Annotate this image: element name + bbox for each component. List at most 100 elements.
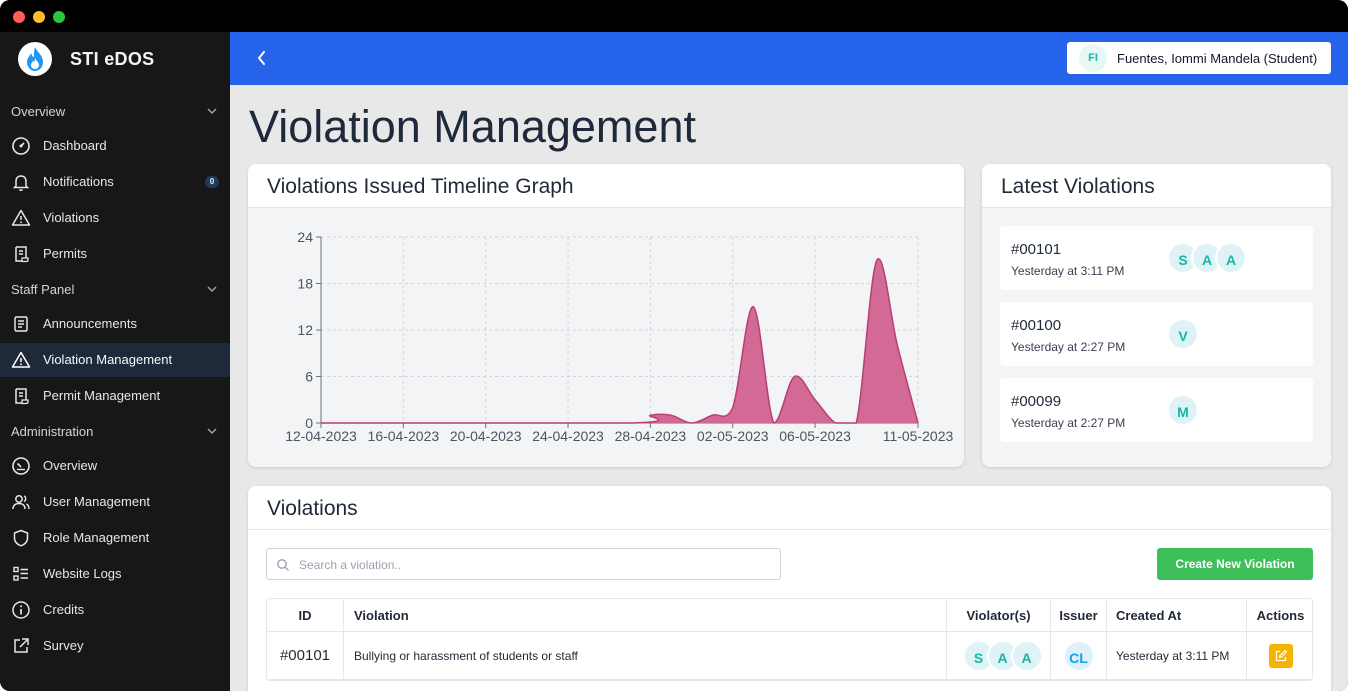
warning-icon	[11, 351, 31, 368]
violation-time: Yesterday at 2:27 PM	[1011, 340, 1126, 354]
sidebar-item-label: Overview	[43, 458, 98, 473]
sidebar-item-violations[interactable]: Violations	[0, 201, 230, 235]
scroll-icon	[15, 246, 29, 263]
sidebar-item-label: Violation Management	[43, 352, 173, 367]
sidebar-item-announcements[interactable]: Announcements	[0, 307, 230, 341]
main-content: Violation Management Violations Issued T…	[230, 85, 1348, 691]
chevron-left-icon[interactable]	[252, 48, 272, 68]
card-header: Violations Issued Timeline Graph	[248, 164, 964, 208]
external-link-icon	[14, 638, 29, 653]
y-tick-label: 12	[297, 322, 313, 338]
window-titlebar	[0, 0, 1348, 32]
maximize-window-button[interactable]	[53, 11, 65, 23]
sidebar-item-website-logs[interactable]: Website Logs	[0, 557, 230, 591]
sidebar-item-permit-management[interactable]: Permit Management	[0, 379, 230, 413]
sidebar: STI eDOS Overview Dashboard Notification…	[0, 32, 230, 691]
cell-violation: Bullying or harassment of students or st…	[344, 632, 947, 679]
card-title: Latest Violations	[1001, 175, 1155, 198]
sidebar-item-label: Website Logs	[43, 566, 122, 581]
column-header-violation[interactable]: Violation	[344, 599, 947, 631]
sidebar-item-dashboard[interactable]: Dashboard	[0, 129, 230, 163]
notification-count-badge: 0	[205, 176, 219, 188]
cell-violators: S A A	[947, 632, 1051, 679]
close-window-button[interactable]	[13, 11, 25, 23]
latest-violations-card: Latest Violations #00101 Yesterday at 3:…	[982, 164, 1331, 467]
table-row[interactable]: #00101 Bullying or harassment of student…	[267, 632, 1312, 680]
violator-avatar: A	[1215, 242, 1247, 274]
section-title: Administration	[11, 423, 94, 439]
violator-avatar: A	[1010, 639, 1043, 672]
list-icon	[13, 566, 28, 581]
table-header-row: ID Violation Violator(s) Issuer Created …	[267, 599, 1312, 632]
sidebar-item-role-management[interactable]: Role Management	[0, 521, 230, 555]
cell-id: #00101	[267, 632, 344, 679]
cell-actions	[1247, 632, 1312, 679]
scroll-icon	[15, 388, 29, 405]
timeline-chart: 0 6 12 18 24 12-04-2023 16-04-2023 20-04-2023 24…	[285, 229, 953, 444]
section-administration[interactable]: Administration	[0, 418, 230, 444]
y-tick-label: 24	[297, 229, 313, 245]
brand[interactable]: STI eDOS	[0, 32, 230, 88]
column-header-id[interactable]: ID	[267, 599, 344, 631]
section-staff-panel[interactable]: Staff Panel	[0, 276, 230, 302]
minimize-window-button[interactable]	[33, 11, 45, 23]
column-header-violators[interactable]: Violator(s)	[947, 599, 1051, 631]
users-icon	[12, 495, 30, 510]
gauge-icon	[12, 137, 30, 155]
series-line	[321, 257, 919, 424]
x-tick-label: 02-05-2023	[697, 428, 769, 444]
sidebar-item-credits[interactable]: Credits	[0, 593, 230, 627]
column-header-issuer[interactable]: Issuer	[1051, 599, 1107, 631]
x-tick-label: 28-04-2023	[615, 428, 687, 444]
cell-issuer: CL	[1051, 632, 1107, 679]
sidebar-item-label: Announcements	[43, 316, 137, 331]
violator-avatars: S A A	[962, 639, 1043, 672]
card-header: Latest Violations	[982, 164, 1331, 208]
sidebar-item-user-management[interactable]: User Management	[0, 485, 230, 519]
latest-violation-item[interactable]: #00100 Yesterday at 2:27 PM V	[1000, 302, 1313, 366]
user-menu-button[interactable]: FI Fuentes, Iommi Mandela (Student)	[1067, 42, 1331, 74]
edit-button[interactable]	[1268, 643, 1293, 668]
column-header-actions: Actions	[1256, 607, 1305, 623]
violation-id: #00099	[1011, 393, 1062, 410]
x-tick-label: 24-04-2023	[532, 428, 604, 444]
topbar: FI Fuentes, Iommi Mandela (Student)	[230, 32, 1348, 85]
y-tick-label: 6	[305, 369, 313, 385]
create-new-violation-button[interactable]: Create New Violation	[1157, 548, 1313, 580]
chevron-down-icon	[207, 108, 217, 115]
latest-violation-item[interactable]: #00099 Yesterday at 2:27 PM M	[1000, 378, 1313, 442]
bell-icon	[12, 175, 30, 191]
x-tick-label: 16-04-2023	[368, 428, 440, 444]
violation-id: #00100	[1011, 317, 1062, 334]
section-overview[interactable]: Overview	[0, 98, 230, 124]
chevron-down-icon	[207, 428, 217, 435]
user-name: Fuentes, Iommi Mandela (Student)	[1117, 51, 1318, 66]
sidebar-item-admin-overview[interactable]: Overview	[0, 449, 230, 483]
sidebar-item-permits[interactable]: Permits	[0, 237, 230, 271]
series-area	[321, 258, 918, 423]
speedometer-icon	[12, 457, 30, 475]
card-title: Violations	[267, 497, 358, 520]
sidebar-item-label: User Management	[43, 494, 150, 509]
search-field[interactable]	[266, 548, 781, 580]
sidebar-item-notifications[interactable]: Notifications 0	[0, 165, 230, 199]
issuer-avatar: CL	[1062, 639, 1095, 672]
latest-violation-item[interactable]: #00101 Yesterday at 3:11 PM S A A	[1000, 226, 1313, 290]
violations-table-card: Violations Create New Violation ID Viola…	[248, 486, 1331, 691]
sidebar-item-violation-management[interactable]: Violation Management	[0, 343, 230, 377]
sidebar-item-label: Notifications	[43, 174, 114, 189]
sidebar-item-survey[interactable]: Survey	[0, 629, 230, 663]
timeline-chart-card: Violations Issued Timeline Graph 0 6 12 18 2…	[248, 164, 964, 467]
search-icon	[277, 559, 289, 571]
sidebar-item-label: Credits	[43, 602, 85, 617]
x-tick-label: 06-05-2023	[779, 428, 851, 444]
violator-avatar: V	[1167, 318, 1199, 350]
sidebar-item-label: Dashboard	[43, 138, 107, 153]
flame-logo-icon	[18, 42, 52, 76]
user-avatar: FI	[1079, 44, 1107, 72]
warning-icon	[11, 209, 31, 226]
search-input[interactable]	[299, 556, 769, 574]
column-header-created-at[interactable]: Created At	[1107, 599, 1247, 631]
x-tick-label: 12-04-2023	[285, 428, 357, 444]
